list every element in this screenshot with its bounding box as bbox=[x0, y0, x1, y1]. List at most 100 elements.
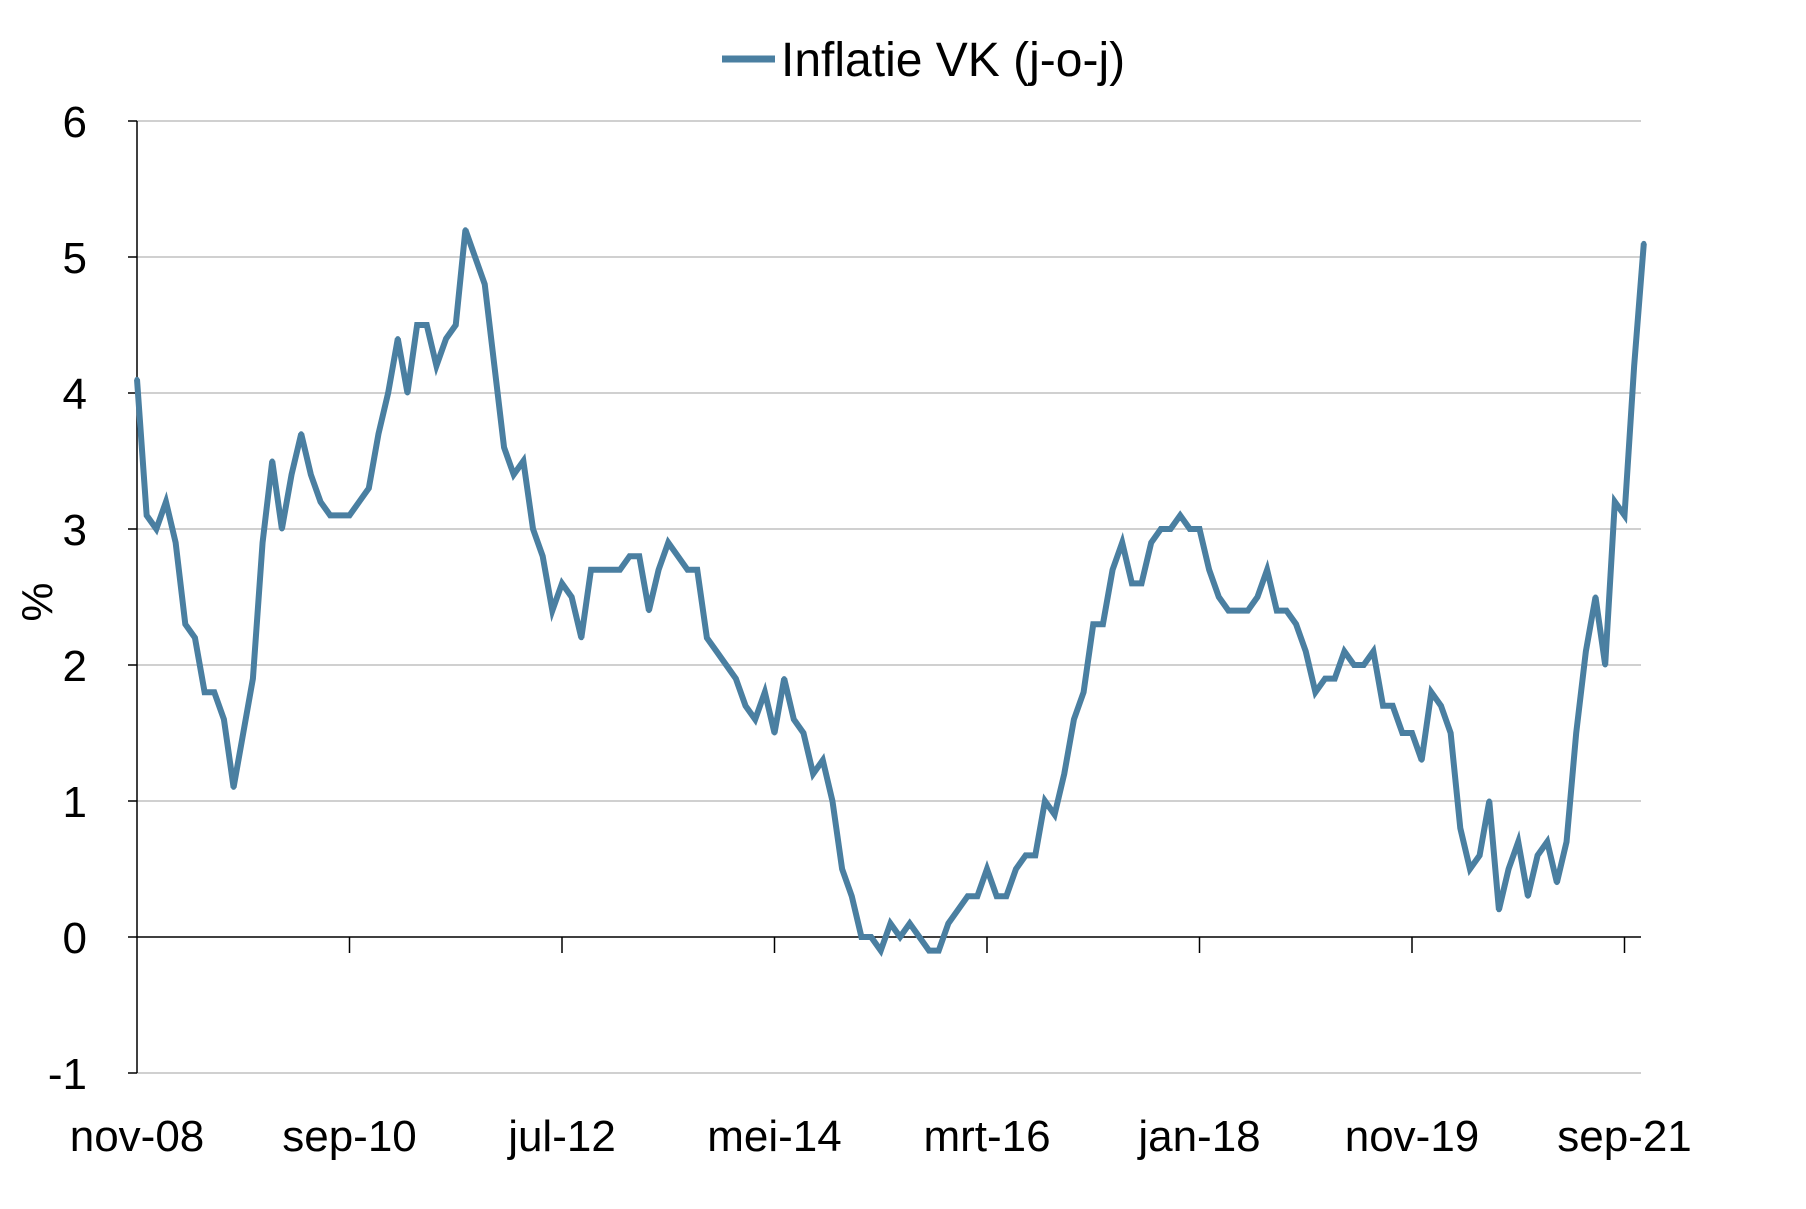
data-point bbox=[404, 390, 410, 396]
data-point bbox=[1593, 594, 1599, 600]
data-point bbox=[1399, 730, 1405, 736]
data-point bbox=[530, 526, 536, 532]
data-point bbox=[163, 499, 169, 505]
data-point bbox=[714, 648, 720, 654]
data-point bbox=[926, 948, 932, 954]
data-point bbox=[1042, 798, 1048, 804]
data-point bbox=[511, 472, 517, 478]
data-point bbox=[810, 771, 816, 777]
data-point bbox=[1177, 512, 1183, 518]
y-tick-label: 4 bbox=[63, 370, 87, 419]
data-point bbox=[762, 689, 768, 695]
data-point bbox=[1573, 730, 1579, 736]
data-point bbox=[1515, 839, 1521, 845]
data-point bbox=[250, 676, 256, 682]
data-point bbox=[1409, 730, 1415, 736]
x-tick-label: mei-14 bbox=[707, 1112, 842, 1161]
data-point bbox=[1032, 852, 1038, 858]
data-point bbox=[984, 866, 990, 872]
data-point bbox=[685, 567, 691, 573]
data-point bbox=[337, 512, 343, 518]
data-point bbox=[433, 363, 439, 369]
x-tick-label: nov-08 bbox=[70, 1112, 205, 1161]
data-point bbox=[279, 526, 285, 532]
data-point bbox=[1013, 866, 1019, 872]
series-line-inflatie-vk bbox=[134, 228, 1647, 958]
data-point bbox=[1525, 893, 1531, 899]
data-point bbox=[1216, 594, 1222, 600]
y-tick-label: 2 bbox=[63, 642, 87, 691]
x-tick-label: sep-10 bbox=[282, 1112, 417, 1161]
data-point bbox=[772, 730, 777, 736]
data-point bbox=[636, 553, 642, 559]
data-point bbox=[1119, 540, 1125, 546]
y-tick-label: 3 bbox=[63, 506, 87, 555]
data-point bbox=[907, 920, 913, 926]
data-point bbox=[1158, 526, 1164, 532]
data-point bbox=[1061, 771, 1067, 777]
data-point bbox=[1293, 621, 1299, 627]
data-point bbox=[800, 730, 806, 736]
data-point bbox=[1380, 703, 1386, 709]
data-point bbox=[1312, 689, 1318, 695]
data-point bbox=[1332, 676, 1338, 682]
data-point bbox=[965, 893, 971, 899]
data-point bbox=[1631, 363, 1637, 369]
data-point bbox=[656, 567, 662, 573]
data-point bbox=[424, 322, 430, 328]
data-point bbox=[356, 499, 362, 505]
data-point bbox=[414, 322, 420, 328]
data-point bbox=[462, 227, 468, 233]
data-point bbox=[829, 798, 835, 804]
data-point bbox=[791, 716, 797, 722]
data-point bbox=[1477, 852, 1483, 858]
data-point bbox=[269, 458, 275, 464]
data-point bbox=[1457, 825, 1463, 831]
data-point bbox=[1283, 608, 1289, 614]
data-point bbox=[144, 512, 150, 518]
data-point bbox=[868, 934, 874, 940]
data-point bbox=[231, 784, 237, 790]
data-point bbox=[646, 608, 652, 614]
data-point bbox=[298, 431, 304, 437]
data-point bbox=[1564, 839, 1570, 845]
data-point bbox=[540, 553, 546, 559]
data-point bbox=[1448, 730, 1454, 736]
data-point bbox=[134, 376, 140, 382]
data-point bbox=[385, 390, 391, 396]
y-tick-label: 5 bbox=[63, 234, 87, 283]
data-point bbox=[472, 254, 478, 260]
data-point bbox=[1322, 676, 1328, 682]
data-point bbox=[1535, 852, 1541, 858]
y-tick-label: 0 bbox=[63, 914, 87, 963]
data-point bbox=[1622, 512, 1627, 518]
data-point bbox=[1235, 608, 1241, 614]
data-point bbox=[723, 662, 729, 668]
data-point bbox=[327, 512, 333, 518]
data-point bbox=[153, 526, 159, 532]
data-point bbox=[1187, 526, 1193, 532]
data-point bbox=[549, 608, 555, 614]
data-point bbox=[1245, 608, 1251, 614]
data-point bbox=[694, 567, 700, 573]
x-tick-label: sep-21 bbox=[1557, 1112, 1692, 1161]
data-point bbox=[1090, 621, 1096, 627]
data-point bbox=[308, 472, 314, 478]
data-point bbox=[569, 594, 575, 600]
data-point bbox=[1303, 648, 1309, 654]
data-point bbox=[916, 934, 922, 940]
data-point bbox=[665, 540, 671, 546]
data-point bbox=[1003, 893, 1009, 899]
data-point bbox=[945, 920, 951, 926]
data-point bbox=[395, 336, 401, 342]
series-layer bbox=[134, 227, 1647, 958]
data-point bbox=[1467, 866, 1473, 872]
data-point bbox=[1264, 567, 1270, 573]
data-point bbox=[1139, 580, 1145, 586]
data-point bbox=[1254, 594, 1260, 600]
data-point bbox=[1206, 567, 1212, 573]
data-point bbox=[173, 540, 179, 546]
data-point bbox=[849, 893, 855, 899]
data-point bbox=[955, 907, 961, 913]
data-point bbox=[598, 567, 604, 573]
